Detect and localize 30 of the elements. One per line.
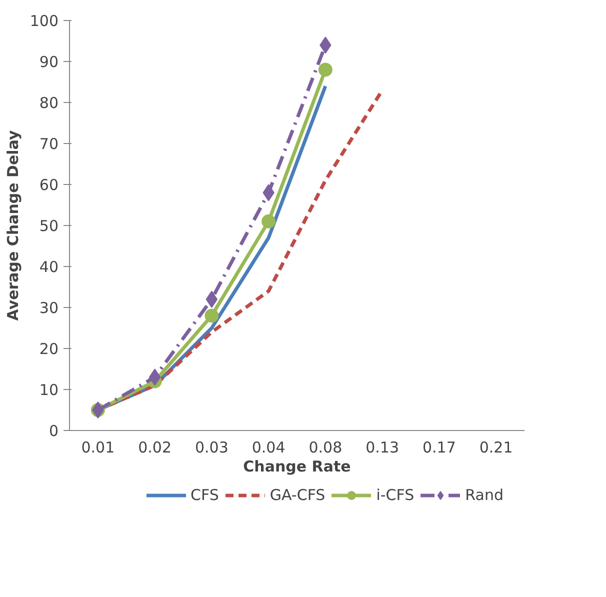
y-tick-label: 20 <box>39 340 59 358</box>
x-tick-label: 0.13 <box>366 438 400 456</box>
x-tick-label: 0.08 <box>308 438 342 456</box>
legend-label: i-CFS <box>376 486 414 504</box>
point <box>148 368 161 386</box>
legend-label: GA-CFS <box>270 486 326 504</box>
y-tick-label: 10 <box>39 381 59 399</box>
legend-label: CFS <box>190 486 219 504</box>
y-tick-label: 0 <box>48 422 59 440</box>
x-tick-label: 0.17 <box>422 438 456 456</box>
legend-label: Rand <box>465 486 504 504</box>
point <box>204 308 219 323</box>
x-tick-label: 0.03 <box>194 438 228 456</box>
x-tick-label: 0.01 <box>81 438 115 456</box>
x-tick-label: 0.21 <box>479 438 513 456</box>
point <box>262 214 276 228</box>
y-tick-label: 90 <box>39 53 59 71</box>
x-axis-title: Change Rate <box>243 458 351 476</box>
x-tick-label: 0.02 <box>138 438 172 456</box>
y-tick-label: 70 <box>39 135 59 153</box>
x-tick-label: 0.04 <box>252 438 286 456</box>
y-tick-label: 100 <box>30 12 59 30</box>
y-tick-label: 30 <box>39 299 59 317</box>
y-tick-label: 40 <box>39 258 59 276</box>
point <box>318 62 332 77</box>
point <box>206 290 218 308</box>
y-tick-label: 80 <box>39 94 59 112</box>
y-tick-label: 60 <box>39 176 59 194</box>
y-axis-title: Average Change Delay <box>4 130 22 321</box>
y-tick-label: 50 <box>39 217 59 235</box>
